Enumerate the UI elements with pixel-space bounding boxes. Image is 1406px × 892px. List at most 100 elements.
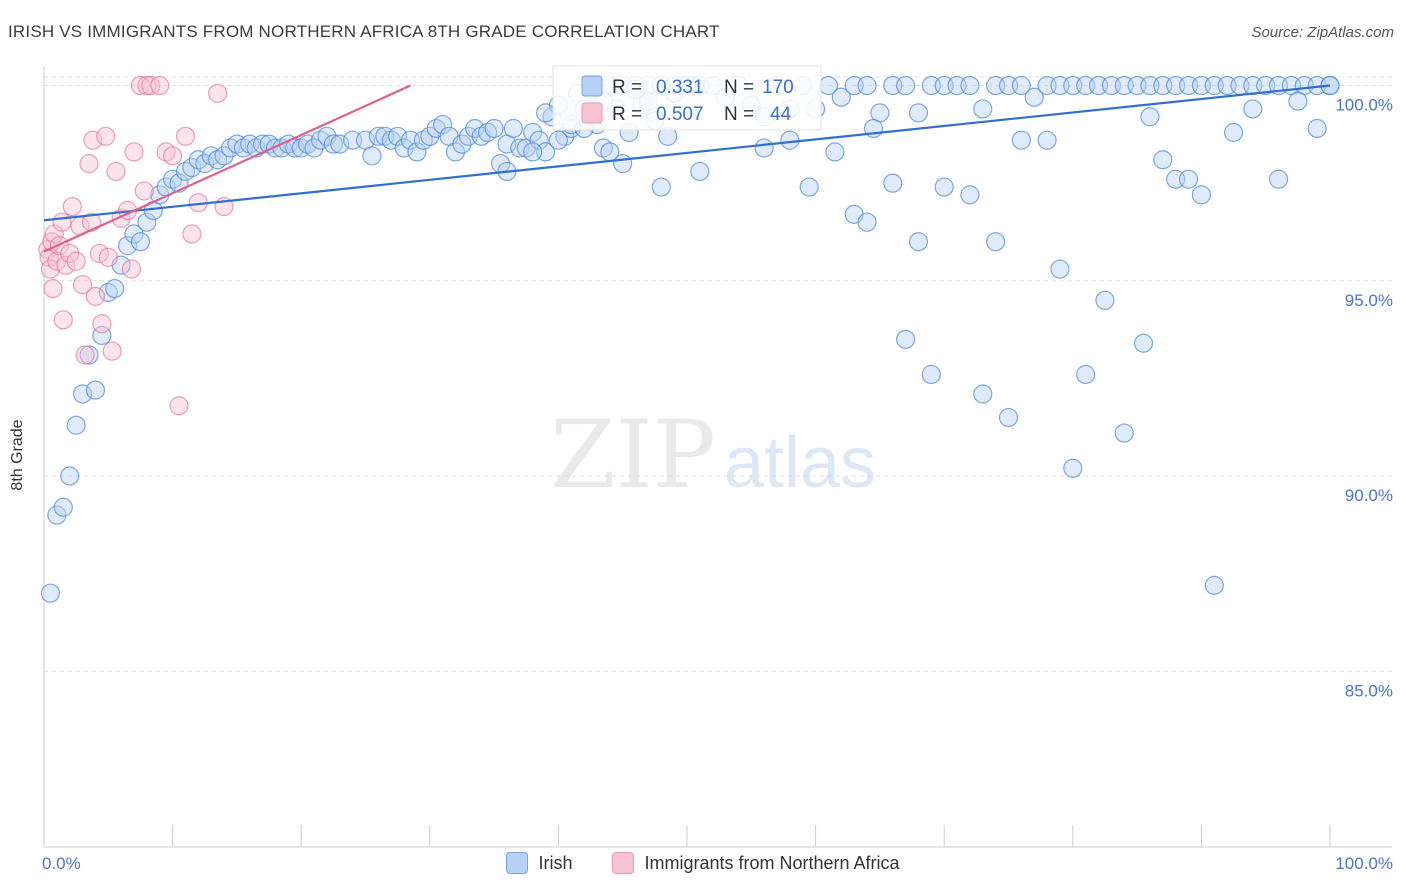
stats-africa-r: 0.507 <box>656 104 704 125</box>
irish-point <box>896 329 916 349</box>
stats-legend: R = 0.331 N = 170 R = 0.507 N = 44 <box>552 65 822 131</box>
axes <box>43 66 1392 848</box>
trend-lines <box>43 84 1331 253</box>
africa-point <box>150 75 170 96</box>
irish-point <box>1268 169 1289 189</box>
irish-point <box>1024 87 1044 107</box>
irish-point <box>973 99 993 119</box>
africa-point <box>52 212 72 232</box>
stats-irish-n: 170 <box>762 77 794 98</box>
irish-point <box>47 505 67 525</box>
irish-point <box>1191 185 1212 205</box>
irish-point <box>452 134 472 154</box>
x-tick-label-min: 0.0% <box>42 854 81 873</box>
irish-point <box>420 126 440 146</box>
legend-item-africa[interactable]: Immigrants from Northern Africa <box>612 852 900 874</box>
irish-point <box>40 583 61 603</box>
africa-point <box>56 255 76 275</box>
irish-point <box>1153 150 1173 170</box>
irish-point <box>1307 118 1327 139</box>
stats-africa-n: 44 <box>770 104 792 125</box>
stats-irish-r-label: R = <box>612 77 642 98</box>
irish-point <box>690 161 710 182</box>
irish-point <box>960 75 980 96</box>
africa-point <box>98 247 118 267</box>
africa-point <box>75 345 95 365</box>
africa-point <box>44 224 64 244</box>
irish-point <box>72 384 93 404</box>
stats-irish-r: 0.331 <box>656 77 704 98</box>
africa-point <box>121 259 142 279</box>
irish-point <box>754 138 774 158</box>
irish-point <box>960 185 980 205</box>
irish-point <box>433 114 453 135</box>
trend-line-africa <box>43 84 411 253</box>
irish-point <box>394 138 414 158</box>
irish-point <box>214 146 234 166</box>
irish-point <box>857 212 877 232</box>
irish-point <box>60 466 80 486</box>
stats-irish-n-label: N = <box>724 77 754 98</box>
irish-point <box>1114 423 1134 443</box>
irish-point <box>388 126 408 146</box>
stats-swatch-irish <box>581 75 603 97</box>
irish-point <box>1076 364 1096 385</box>
bottom-legend: Irish Immigrants from Northern Africa <box>0 852 1406 874</box>
africa-point <box>92 314 112 334</box>
africa-point <box>124 142 144 162</box>
irish-point <box>1050 259 1070 279</box>
y-tick-label: 100.0% <box>1335 96 1393 115</box>
irish-point <box>908 232 929 252</box>
series-africa <box>38 75 234 416</box>
irish-point <box>66 415 86 435</box>
africa-point <box>62 196 82 217</box>
irish-point <box>510 138 530 158</box>
stats-africa-n-label: N = <box>724 104 754 125</box>
africa-point <box>85 286 106 306</box>
irish-point <box>825 142 845 162</box>
watermark: ZIP atlas <box>550 401 876 510</box>
irish-point <box>1063 458 1083 478</box>
chart-title: IRISH VS IMMIGRANTS FROM NORTHERN AFRICA… <box>8 22 720 41</box>
irish-point <box>117 236 138 256</box>
irish-point <box>908 103 929 123</box>
africa-point <box>102 341 122 361</box>
trend-line-irish <box>43 84 1331 222</box>
irish-point <box>883 173 903 193</box>
africa-point <box>96 126 116 146</box>
y-tick-labels: 100.0% 95.0% 90.0% 85.0% <box>1335 96 1393 701</box>
africa-point <box>163 146 183 166</box>
irish-point <box>651 177 671 197</box>
irish-point <box>195 154 215 174</box>
africa-point <box>175 126 196 146</box>
stats-swatch-africa <box>581 102 603 124</box>
africa-point <box>79 154 99 174</box>
x-tick-label-max: 100.0% <box>1335 854 1393 873</box>
series-irish <box>40 75 1340 603</box>
legend-label-africa: Immigrants from Northern Africa <box>644 852 900 873</box>
irish-point <box>53 497 73 517</box>
africa-point <box>60 243 80 264</box>
irish-point <box>304 138 324 158</box>
gridlines <box>44 76 1392 672</box>
irish-point <box>1178 169 1199 189</box>
irish-point <box>1133 333 1154 353</box>
legend-label-irish: Irish <box>538 852 573 873</box>
irish-point <box>130 232 151 252</box>
irish-point <box>1223 122 1244 142</box>
watermark-atlas: atlas <box>724 423 876 503</box>
irish-point <box>523 122 543 142</box>
irish-point <box>182 157 202 178</box>
legend-item-irish[interactable]: Irish <box>506 852 572 874</box>
irish-point <box>523 142 543 162</box>
africa-point <box>72 275 93 295</box>
watermark-zip: ZIP <box>550 401 716 510</box>
irish-point <box>503 118 523 139</box>
irish-point <box>831 87 851 107</box>
irish-point <box>330 134 350 154</box>
africa-point <box>40 259 61 279</box>
irish-point <box>934 177 954 197</box>
irish-point <box>484 118 504 139</box>
irish-point <box>857 75 877 96</box>
irish-point <box>465 118 485 139</box>
